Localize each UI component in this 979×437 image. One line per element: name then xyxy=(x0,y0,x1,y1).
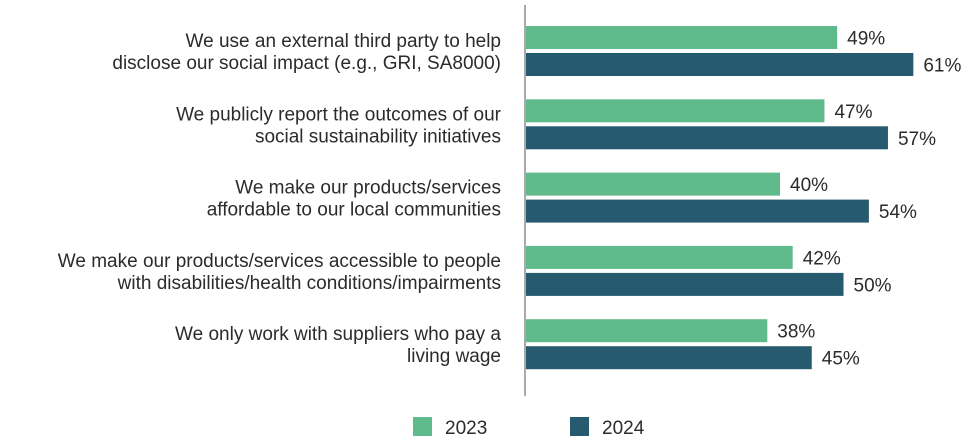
bar-2024 xyxy=(526,53,914,76)
legend: 2023 2024 xyxy=(413,417,645,437)
category-label: disclose our social impact (e.g., GRI, S… xyxy=(112,53,501,74)
bar-2023 xyxy=(526,99,825,123)
data-label: 38% xyxy=(777,322,815,343)
data-label: 50% xyxy=(854,275,892,296)
legend-label: 2024 xyxy=(602,418,645,437)
bar-2023 xyxy=(526,245,793,269)
category-label: We make our products/services xyxy=(235,178,501,199)
data-label: 42% xyxy=(803,248,841,269)
data-label: 40% xyxy=(790,175,828,196)
category-labels: We use an external third party to helpdi… xyxy=(58,31,502,367)
bar-2024 xyxy=(526,346,812,370)
category-label: social sustainability initiatives xyxy=(255,126,501,147)
category-label: with disabilities/health conditions/impa… xyxy=(117,273,501,294)
bar-2024 xyxy=(526,199,869,223)
bar-2024 xyxy=(526,126,888,150)
category-label: living wage xyxy=(407,346,501,367)
legend-swatch-2023 xyxy=(413,417,432,436)
bars: 49% 61% 47% 57% 40% 54% 42% 50% 38% 45% xyxy=(526,26,961,370)
data-label: 54% xyxy=(879,202,917,223)
bar-2023 xyxy=(526,319,768,343)
bar-2023 xyxy=(526,26,838,49)
bar-2024 xyxy=(526,272,844,296)
data-label: 57% xyxy=(898,129,936,150)
data-label: 47% xyxy=(834,102,872,123)
category-label: We use an external third party to help xyxy=(186,31,501,52)
legend-label: 2023 xyxy=(445,418,487,437)
category-label: We only work with suppliers who pay a xyxy=(175,324,501,345)
data-label: 45% xyxy=(822,349,860,370)
bar-2023 xyxy=(526,172,780,196)
legend-swatch-2024 xyxy=(570,417,589,436)
category-label: We make our products/services accessible… xyxy=(58,251,501,272)
data-label: 61% xyxy=(923,56,961,77)
category-label: affordable to our local communities xyxy=(207,200,501,221)
data-label: 49% xyxy=(847,29,885,50)
category-label: We publicly report the outcomes of our xyxy=(176,104,502,125)
